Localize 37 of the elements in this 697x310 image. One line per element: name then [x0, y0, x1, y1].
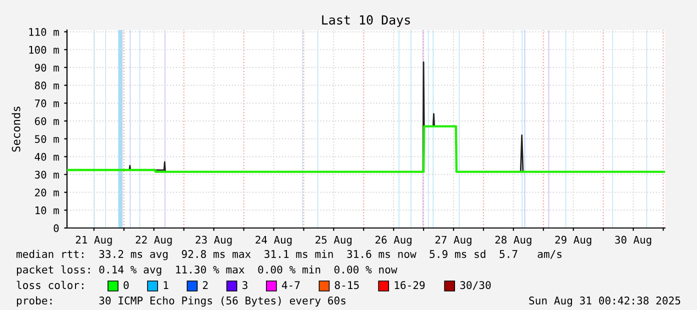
y-tick-label: 20 m: [35, 188, 59, 196]
text: packet loss: 0.14 % avg 11.30 % max 0.00 % min 0.00 % now: [16, 265, 398, 276]
y-tick-label: 90 m: [34, 64, 59, 72]
y-tick-label: 100 m: [29, 46, 59, 54]
text: 30/30: [460, 281, 491, 290]
text: 0: [124, 281, 129, 290]
x-tick-label: 22 Aug: [136, 236, 172, 246]
y-tick-label: 70 m: [34, 99, 59, 108]
x-tick-label: 25 Aug: [316, 236, 352, 246]
y-tick-label: 50 m: [35, 135, 59, 143]
y-tick-label: 80 m: [34, 82, 59, 90]
y-tick-label: 0: [54, 224, 59, 232]
x-tick-label: 29 Aug: [555, 236, 592, 246]
x-tick-label: 27 Aug: [435, 236, 472, 246]
x-tick-label: 26 Aug: [376, 236, 412, 246]
y-tick-label: 110 m: [29, 28, 59, 36]
x-tick-label: 23 Aug: [196, 236, 232, 246]
text: 16-29: [394, 281, 425, 290]
text: 4-7: [282, 281, 300, 289]
x-tick-label: 28 Aug: [495, 236, 532, 246]
y-tick-label: 10 m: [36, 206, 59, 214]
text: probe: 30 ICMP Echo Pings (56 Bytes) every 60s: [16, 296, 346, 307]
text: median rtt: 33.2 ms avg 92.8 ms max 31.1 ms min 31.6 ms now 5.9 ms sd 5.7 am/s: [16, 250, 562, 260]
text: 1: [164, 281, 168, 289]
text: 3: [242, 281, 248, 290]
text: Sun Aug 31 00:42:38 2025: [529, 296, 680, 307]
y-tick-label: 30 m: [34, 170, 59, 179]
chart-title: Last 10 Days: [322, 15, 410, 28]
text: 2: [202, 281, 208, 289]
y-tick-label: 40 m: [34, 152, 59, 161]
x-tick-label: 30 Aug: [615, 236, 652, 246]
y-tick-label: 60 m: [34, 117, 59, 126]
text: loss color:: [16, 280, 84, 290]
y-axis-title: Seconds: [12, 106, 20, 152]
x-tick-label: 24 Aug: [256, 236, 292, 246]
text: 8-15: [334, 281, 359, 290]
x-tick-label: 21 Aug: [76, 236, 112, 246]
